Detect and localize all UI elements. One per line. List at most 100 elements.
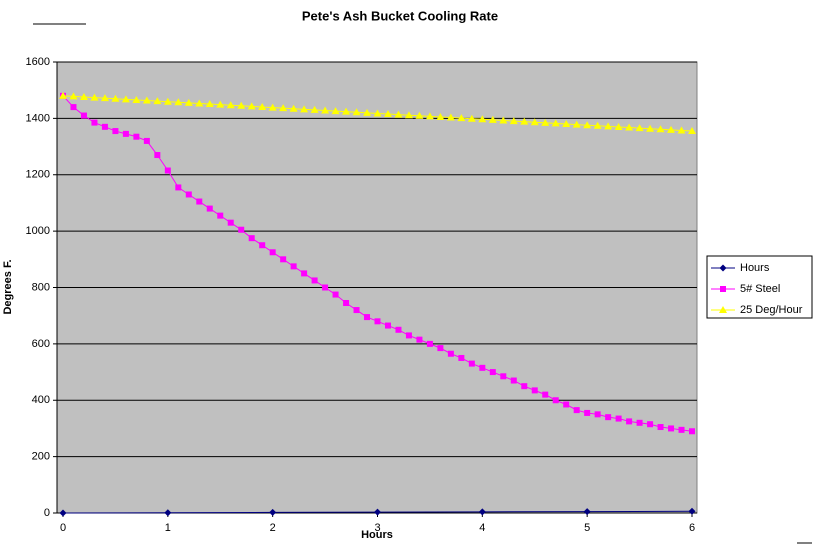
data-point: [196, 198, 203, 205]
y-tick-label: 1200: [26, 169, 50, 181]
data-point: [646, 124, 655, 132]
x-tick-label: 3: [374, 522, 380, 534]
data-point: [530, 118, 539, 126]
data-point: [217, 212, 224, 219]
data-point: [175, 184, 182, 191]
data-point: [321, 106, 330, 114]
data-point: [468, 360, 475, 367]
data-point: [615, 415, 622, 422]
legend-marker: [720, 286, 726, 292]
data-point: [322, 284, 329, 291]
data-point: [478, 508, 486, 516]
data-point: [300, 105, 309, 113]
data-point: [164, 509, 172, 517]
data-point: [520, 117, 529, 125]
x-axis-title: Hours: [361, 529, 393, 541]
y-tick-label: 0: [44, 507, 50, 519]
data-point: [69, 92, 78, 100]
x-tick-label: 4: [479, 522, 485, 534]
data-point: [531, 387, 538, 394]
data-point: [279, 104, 288, 112]
x-tick-label: 0: [60, 522, 66, 534]
data-point: [541, 118, 550, 126]
data-point: [132, 95, 141, 103]
data-point: [185, 191, 192, 198]
data-point: [688, 507, 696, 515]
data-point: [259, 242, 266, 249]
legend-marker: [719, 264, 727, 272]
data-point: [425, 112, 434, 120]
data-point: [678, 426, 685, 433]
data-point: [426, 340, 433, 347]
data-point: [657, 424, 664, 431]
x-tick-label: 5: [584, 522, 590, 534]
data-point: [647, 421, 654, 428]
data-point: [446, 113, 455, 121]
data-point: [59, 509, 67, 517]
legend-marker: [719, 306, 727, 313]
y-tick-label: 800: [32, 281, 50, 293]
data-point: [405, 332, 412, 339]
data-point: [625, 123, 634, 131]
data-point: [111, 94, 120, 102]
data-point: [437, 345, 444, 352]
legend-label: Hours: [740, 262, 770, 274]
data-point: [238, 226, 245, 233]
data-point: [80, 112, 87, 119]
chart-title: Pete's Ash Bucket Cooling Rate: [302, 8, 498, 23]
data-point: [689, 428, 695, 435]
data-point: [509, 117, 518, 125]
data-point: [489, 369, 496, 376]
data-point: [542, 391, 549, 398]
data-point: [584, 409, 591, 416]
legend-label: 5# Steel: [740, 283, 780, 295]
data-point: [268, 103, 277, 111]
data-point: [143, 137, 150, 144]
data-point: [583, 508, 591, 516]
data-point: [174, 98, 183, 106]
data-point: [656, 125, 665, 133]
data-point: [688, 127, 696, 135]
data-point: [635, 124, 644, 132]
data-point: [447, 350, 454, 357]
data-point: [395, 326, 402, 333]
data-point: [184, 98, 193, 106]
data-point: [563, 401, 570, 408]
data-point: [310, 105, 319, 113]
data-point: [394, 110, 403, 118]
data-point: [343, 300, 350, 307]
data-point: [154, 152, 161, 159]
data-point: [594, 411, 601, 418]
data-point: [216, 100, 225, 108]
x-tick-label: 2: [270, 522, 276, 534]
data-point: [91, 119, 98, 126]
data-point: [121, 95, 130, 103]
data-point: [258, 102, 267, 110]
data-point: [510, 377, 517, 384]
data-point: [479, 364, 486, 371]
data-point: [332, 291, 339, 298]
data-point: [227, 219, 234, 226]
data-point: [290, 263, 297, 270]
data-point: [122, 130, 129, 137]
y-tick-label: 1400: [26, 112, 50, 124]
data-point: [573, 407, 580, 414]
data-point: [206, 205, 213, 212]
data-point: [373, 109, 382, 117]
data-point: [667, 125, 676, 133]
data-point: [374, 318, 381, 325]
data-point: [353, 307, 360, 314]
data-point: [269, 508, 277, 516]
data-point: [404, 111, 413, 119]
data-point: [604, 122, 613, 130]
data-point: [626, 418, 633, 425]
data-point: [79, 93, 88, 101]
data-point: [552, 397, 559, 404]
data-point: [301, 270, 308, 277]
data-point: [614, 122, 623, 130]
data-point: [416, 336, 423, 343]
y-axis-title: Degrees F.: [2, 259, 14, 314]
y-tick-label: 600: [32, 338, 50, 350]
data-point: [521, 383, 528, 390]
